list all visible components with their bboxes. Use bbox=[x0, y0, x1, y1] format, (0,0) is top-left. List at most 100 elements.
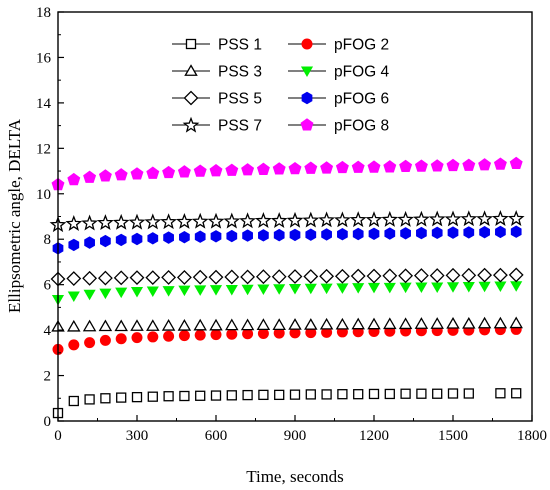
data-point bbox=[116, 392, 127, 403]
y-tick-label: 4 bbox=[44, 323, 52, 339]
data-point bbox=[194, 230, 206, 243]
data-point bbox=[65, 215, 83, 231]
data-point bbox=[176, 212, 193, 229]
data-point bbox=[304, 283, 317, 295]
data-point bbox=[240, 318, 255, 331]
data-point bbox=[67, 319, 81, 332]
data-point bbox=[242, 229, 253, 242]
data-point bbox=[255, 269, 271, 285]
data-point bbox=[210, 390, 222, 401]
legend-label: pFOG 2 bbox=[334, 37, 389, 54]
data-point bbox=[478, 281, 491, 293]
x-tick-label: 1200 bbox=[359, 428, 389, 444]
data-point bbox=[397, 210, 414, 227]
data-point bbox=[147, 232, 159, 245]
data-point bbox=[209, 164, 223, 177]
legend-marker bbox=[300, 66, 314, 77]
data-point bbox=[507, 210, 525, 226]
y-tick-label: 8 bbox=[44, 232, 52, 248]
data-point bbox=[337, 228, 348, 241]
data-point bbox=[242, 389, 253, 401]
x-tick-label: 600 bbox=[205, 428, 228, 444]
series-5 bbox=[50, 267, 524, 287]
data-point bbox=[304, 161, 318, 174]
data-point bbox=[145, 270, 161, 286]
y-tick-label: 10 bbox=[36, 187, 51, 203]
legend-item: PSS 1 bbox=[172, 37, 262, 54]
data-point bbox=[100, 393, 111, 404]
data-point bbox=[430, 159, 444, 172]
data-point bbox=[353, 389, 364, 400]
data-point bbox=[239, 212, 256, 229]
series-4 bbox=[51, 281, 523, 306]
data-point bbox=[100, 234, 111, 248]
data-point bbox=[161, 318, 176, 331]
y-tick-label: 12 bbox=[36, 141, 51, 157]
data-point bbox=[128, 213, 146, 230]
x-tick-label: 1500 bbox=[438, 428, 468, 444]
legend-label: PSS 1 bbox=[218, 37, 262, 54]
legend-marker bbox=[183, 90, 199, 106]
legend-label: pFOG 4 bbox=[334, 64, 390, 81]
data-point bbox=[130, 319, 144, 331]
data-point bbox=[305, 389, 316, 400]
data-point bbox=[193, 164, 207, 177]
series-8 bbox=[51, 156, 523, 191]
legend-label: PSS 7 bbox=[218, 118, 262, 135]
data-point bbox=[226, 390, 237, 401]
data-point bbox=[320, 283, 333, 295]
data-point bbox=[176, 269, 192, 285]
data-point bbox=[99, 288, 112, 300]
data-point bbox=[240, 269, 256, 285]
data-point bbox=[194, 285, 207, 296]
data-point bbox=[495, 388, 506, 399]
data-point bbox=[479, 225, 490, 239]
data-point bbox=[258, 229, 269, 242]
data-point bbox=[383, 282, 396, 294]
data-point bbox=[99, 334, 111, 346]
data-point bbox=[303, 269, 319, 284]
data-point bbox=[462, 158, 476, 171]
data-point bbox=[400, 388, 411, 399]
data-point bbox=[288, 161, 302, 175]
data-point bbox=[255, 212, 272, 228]
data-point bbox=[446, 282, 460, 293]
data-point bbox=[241, 163, 255, 176]
data-point bbox=[114, 319, 128, 332]
data-point bbox=[494, 281, 507, 293]
data-point bbox=[461, 267, 477, 283]
x-tick-label: 1800 bbox=[517, 428, 547, 444]
data-point bbox=[334, 211, 351, 228]
data-point bbox=[114, 168, 128, 181]
legend-marker bbox=[185, 38, 197, 50]
y-tick-label: 0 bbox=[44, 414, 52, 430]
data-point bbox=[131, 232, 143, 246]
y-tick-label: 18 bbox=[36, 5, 51, 21]
data-point bbox=[112, 213, 130, 230]
data-point bbox=[131, 332, 143, 344]
data-point bbox=[194, 329, 206, 341]
data-point bbox=[147, 331, 159, 343]
data-point bbox=[321, 326, 333, 338]
data-point bbox=[289, 389, 301, 400]
y-axis-title: Ellipsometric angle, DELTA bbox=[5, 118, 24, 313]
data-point bbox=[398, 268, 414, 284]
data-point bbox=[510, 281, 523, 292]
y-tick-label: 16 bbox=[36, 50, 52, 66]
data-point bbox=[223, 212, 241, 229]
data-point bbox=[460, 210, 478, 227]
data-point bbox=[432, 388, 443, 399]
data-point bbox=[413, 210, 430, 227]
data-point bbox=[193, 318, 207, 331]
data-point bbox=[286, 211, 304, 228]
data-point bbox=[368, 227, 380, 240]
legend-item: pFOG 4 bbox=[288, 64, 390, 81]
data-point bbox=[351, 317, 365, 330]
data-point bbox=[97, 214, 114, 231]
legend-item: PSS 5 bbox=[172, 91, 262, 108]
data-point bbox=[226, 328, 238, 340]
data-point bbox=[163, 231, 174, 244]
data-point bbox=[82, 319, 97, 332]
data-point bbox=[209, 318, 223, 331]
